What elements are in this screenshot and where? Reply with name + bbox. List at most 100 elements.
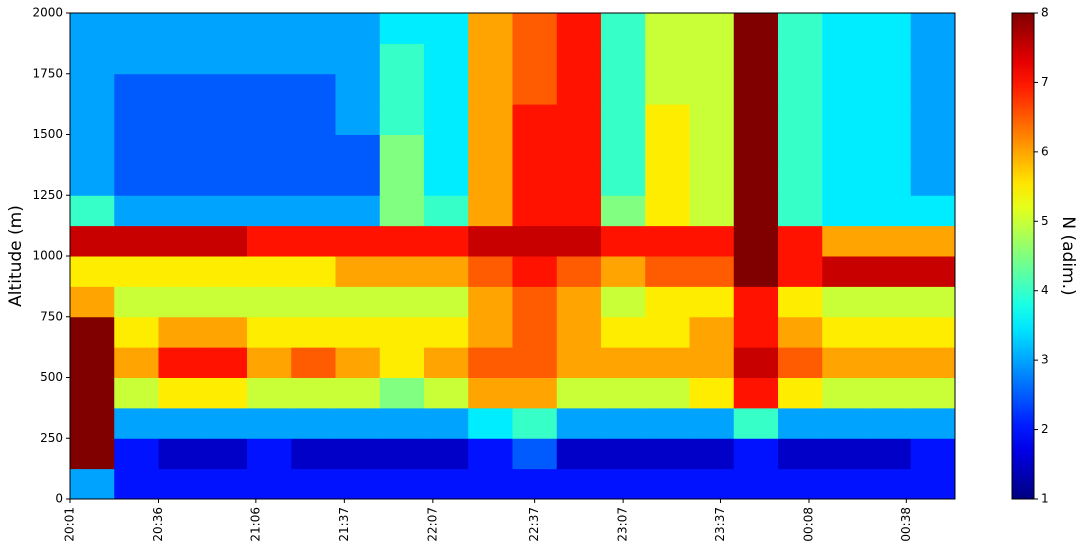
heatmap-cell xyxy=(70,73,115,105)
heatmap-cell xyxy=(291,164,336,196)
heatmap-cell xyxy=(512,347,558,378)
heatmap-cell xyxy=(733,407,779,439)
heatmap-cell xyxy=(733,73,779,105)
heatmap-cell xyxy=(158,225,204,257)
colorbar-tick-label: 3 xyxy=(1041,353,1049,367)
heatmap-cell xyxy=(822,225,867,257)
heatmap-cell xyxy=(866,73,912,105)
x-tick-label: 22:07 xyxy=(425,507,439,542)
heatmap-cell xyxy=(158,134,204,166)
heatmap-cell xyxy=(335,104,381,135)
heatmap-cell xyxy=(70,316,115,348)
heatmap-cell xyxy=(512,468,558,500)
heatmap-cell xyxy=(512,438,558,470)
heatmap-cell xyxy=(158,43,204,75)
heatmap-cell xyxy=(247,13,292,44)
heatmap-cell xyxy=(556,256,602,287)
heatmap-cell xyxy=(601,407,646,439)
heatmap-cell xyxy=(468,438,513,470)
heatmap-cell xyxy=(158,316,204,348)
heatmap-cell xyxy=(247,73,292,105)
heatmap-cell xyxy=(601,286,646,318)
heatmap-cell xyxy=(114,256,159,287)
heatmap-cell xyxy=(689,164,735,196)
heatmap-cell xyxy=(291,377,336,409)
heatmap-cell xyxy=(70,407,115,439)
heatmap-cell xyxy=(778,286,823,318)
heatmap-cell xyxy=(158,286,204,318)
heatmap-cell xyxy=(910,164,956,196)
heatmap-cell xyxy=(335,43,381,75)
heatmap-cell xyxy=(689,104,735,135)
heatmap-cell xyxy=(910,316,956,348)
heatmap-cell xyxy=(247,347,292,378)
heatmap-cell xyxy=(733,225,779,257)
heatmap-cell xyxy=(689,73,735,105)
heatmap-cell xyxy=(114,195,159,227)
x-tick-label: 23:37 xyxy=(713,507,727,542)
heatmap-cell xyxy=(379,104,425,135)
heatmap-cell xyxy=(247,225,292,257)
heatmap-cell xyxy=(601,347,646,378)
heatmap-cell xyxy=(424,225,469,257)
heatmap-cell xyxy=(291,13,336,44)
heatmap-cell xyxy=(158,195,204,227)
colorbar-tick-label: 5 xyxy=(1041,214,1049,228)
heatmap-cell xyxy=(291,104,336,135)
heatmap-cell xyxy=(645,225,690,257)
heatmap-cell xyxy=(556,316,602,348)
heatmap-cell xyxy=(645,104,690,135)
heatmap-cell xyxy=(424,286,469,318)
heatmap-cell xyxy=(866,134,912,166)
heatmap-cell xyxy=(114,104,159,135)
heatmap-cell xyxy=(556,438,602,470)
heatmap-cell xyxy=(512,104,558,135)
x-tick-label: 23:07 xyxy=(616,507,630,542)
heatmap-cell xyxy=(335,134,381,166)
heatmap-cell xyxy=(247,286,292,318)
heatmap-cell xyxy=(689,286,735,318)
heatmap-cell xyxy=(910,43,956,75)
x-tick-label: 00:38 xyxy=(899,507,913,542)
heatmap-cell xyxy=(70,225,115,257)
heatmap-cell xyxy=(601,13,646,44)
heatmap-cell xyxy=(866,104,912,135)
heatmap-cell xyxy=(291,316,336,348)
heatmap-cell xyxy=(689,13,735,44)
heatmap-cell xyxy=(645,468,690,500)
heatmap-cell xyxy=(247,468,292,500)
heatmap-cell xyxy=(778,164,823,196)
heatmap-cell xyxy=(202,13,248,44)
heatmap-cell xyxy=(379,225,425,257)
heatmap-cell xyxy=(601,438,646,470)
heatmap-cell xyxy=(468,164,513,196)
heatmap-cell xyxy=(70,468,115,500)
heatmap-cell xyxy=(556,164,602,196)
heatmap-cell xyxy=(114,286,159,318)
y-tick-label: 1500 xyxy=(32,127,63,141)
heatmap-cell xyxy=(70,256,115,287)
heatmap-cell xyxy=(822,377,867,409)
heatmap-cell xyxy=(822,347,867,378)
heatmap-cell xyxy=(424,468,469,500)
heatmap-cell xyxy=(468,73,513,105)
heatmap-cell xyxy=(468,225,513,257)
heatmap-cell xyxy=(733,13,779,44)
heatmap-cell xyxy=(556,13,602,44)
heatmap-cell xyxy=(512,316,558,348)
heatmap-cell xyxy=(379,347,425,378)
heatmap-cell xyxy=(379,73,425,105)
heatmap-cell xyxy=(158,438,204,470)
heatmap-cell xyxy=(733,164,779,196)
heatmap-cell xyxy=(601,43,646,75)
heatmap-cell xyxy=(202,468,248,500)
heatmap-cell xyxy=(424,104,469,135)
heatmap-cell xyxy=(556,225,602,257)
heatmap-cell xyxy=(379,134,425,166)
heatmap-cell xyxy=(733,438,779,470)
heatmap-cell xyxy=(512,43,558,75)
heatmap-cell xyxy=(424,134,469,166)
heatmap-cell xyxy=(247,164,292,196)
heatmap-cell xyxy=(70,134,115,166)
heatmap-cell xyxy=(379,468,425,500)
